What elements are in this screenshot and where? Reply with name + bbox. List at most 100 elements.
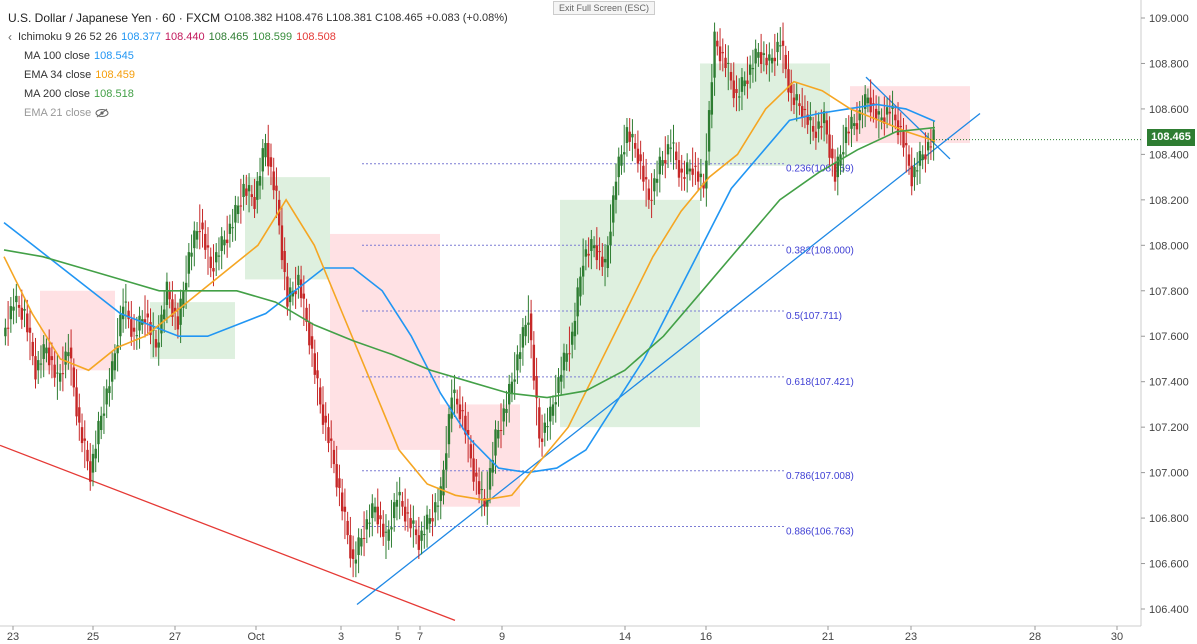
indicator-name: MA 100 close xyxy=(24,49,91,62)
indicator-row[interactable]: EMA 34 close 108.459 xyxy=(8,65,511,84)
indicator-row[interactable]: EMA 21 close xyxy=(8,103,511,122)
candle-body xyxy=(127,310,130,320)
candle-body xyxy=(707,110,711,152)
ohlc-value: L108.381 xyxy=(326,11,373,24)
candle-body xyxy=(529,313,533,341)
candle-body xyxy=(294,290,297,295)
candle-body xyxy=(858,110,861,121)
candle-body xyxy=(647,188,651,200)
ichimoku-cloud-segment xyxy=(560,199,700,428)
candle-body xyxy=(516,354,519,371)
candle-body xyxy=(182,290,185,308)
candle-body xyxy=(332,449,336,465)
candle-body xyxy=(89,461,92,482)
candle-body xyxy=(636,148,640,164)
candle-body xyxy=(458,404,462,420)
candle-body xyxy=(557,377,560,394)
candle-body xyxy=(6,327,10,329)
candle-body xyxy=(423,533,426,536)
candle-body xyxy=(209,256,212,269)
candle-body xyxy=(576,287,579,317)
candle-body xyxy=(212,268,215,272)
candle-body xyxy=(258,175,262,186)
exit-fullscreen-button[interactable]: Exit Full Screen (ESC) xyxy=(553,1,656,15)
ichimoku-cloud-segment xyxy=(245,177,330,280)
price-axis[interactable]: 109.000 108.800 108.600 108.400 108.200 108.0… xyxy=(1141,13,1189,616)
candle-body xyxy=(50,356,54,361)
candle-body xyxy=(518,352,522,359)
y-tick-label: 107.000 xyxy=(1149,468,1189,480)
ohlc-value: O108.382 xyxy=(224,11,273,24)
candle-body xyxy=(305,307,308,323)
candle-body xyxy=(272,171,275,191)
y-tick-label: 106.400 xyxy=(1149,604,1189,616)
candle-body xyxy=(335,464,338,488)
candle-body xyxy=(603,258,607,263)
candle-body xyxy=(716,40,719,47)
ma-line-ma-200-close xyxy=(3,126,936,399)
candle-body xyxy=(100,415,103,430)
candle-body xyxy=(234,204,237,223)
candle-body xyxy=(193,230,196,249)
ma-line-ema-34-close xyxy=(3,80,936,501)
candle-body xyxy=(420,530,423,541)
candle-body xyxy=(768,54,771,61)
candle-body xyxy=(587,253,590,256)
candle-body xyxy=(228,223,232,234)
indicator-name: MA 200 close xyxy=(24,87,91,100)
fib-level-label: 0.5(107.711) xyxy=(786,311,842,322)
indicator-row[interactable]: MA 200 close 108.518 xyxy=(8,84,511,103)
candle-body xyxy=(595,245,599,261)
candle-body xyxy=(173,307,177,312)
candle-body xyxy=(428,518,431,524)
candle-body xyxy=(661,160,664,166)
candle-body xyxy=(612,195,615,223)
candle-body xyxy=(135,335,139,337)
candle-body xyxy=(130,319,133,337)
fibonacci-retracement[interactable]: 0.236(108.359) 0.382(108.000) 0.5(107.711)… xyxy=(362,163,854,538)
candle-body xyxy=(532,344,536,381)
candle-body xyxy=(699,173,703,178)
candle-body xyxy=(225,239,229,244)
trendlines[interactable] xyxy=(0,76,981,621)
candle-body xyxy=(176,316,180,330)
indicator-row[interactable]: MA 100 close 108.545 xyxy=(8,46,511,65)
time-axis[interactable]: 23 25 27 Oct 3 5 7 9 14 16 21 23 28 30 xyxy=(7,626,1123,643)
candle-body xyxy=(412,520,415,524)
candle-body xyxy=(798,103,801,107)
ohlc-value: H108.476 xyxy=(275,11,324,24)
x-tick-label: 16 xyxy=(700,631,712,643)
indicator-name: EMA 21 close xyxy=(24,106,92,119)
candle-body xyxy=(836,156,839,178)
candle-body xyxy=(590,239,593,251)
fib-level-label: 0.786(107.008) xyxy=(786,471,854,482)
y-tick-label: 108.800 xyxy=(1149,58,1189,70)
candle-body xyxy=(792,97,796,105)
candle-body xyxy=(655,178,659,183)
candle-body xyxy=(78,407,81,423)
candle-body xyxy=(721,52,724,54)
hidden-eye-icon[interactable] xyxy=(95,108,109,118)
candle-body xyxy=(461,410,464,412)
candle-body xyxy=(784,54,787,70)
candle-body xyxy=(680,168,683,173)
candle-body xyxy=(368,522,371,524)
collapse-chevron-icon[interactable]: ‹ xyxy=(8,29,12,44)
candle-body xyxy=(269,157,273,167)
candle-body xyxy=(724,57,727,69)
candle-body xyxy=(926,141,930,151)
candle-body xyxy=(31,341,34,357)
candle-body xyxy=(387,529,390,541)
candle-body xyxy=(790,83,793,94)
fib-level-label: 0.382(108.000) xyxy=(786,245,854,256)
x-tick-label: 23 xyxy=(7,631,19,643)
candle-body xyxy=(247,185,251,192)
candle-body xyxy=(313,353,316,375)
candle-body xyxy=(414,529,418,536)
indicator-row[interactable]: ‹ Ichimoku 9 26 52 26 108.377 108.440 108.46… xyxy=(8,27,511,46)
candle-body xyxy=(425,514,429,530)
candle-body xyxy=(184,282,188,291)
candle-body xyxy=(138,315,141,331)
candle-body xyxy=(601,256,604,267)
